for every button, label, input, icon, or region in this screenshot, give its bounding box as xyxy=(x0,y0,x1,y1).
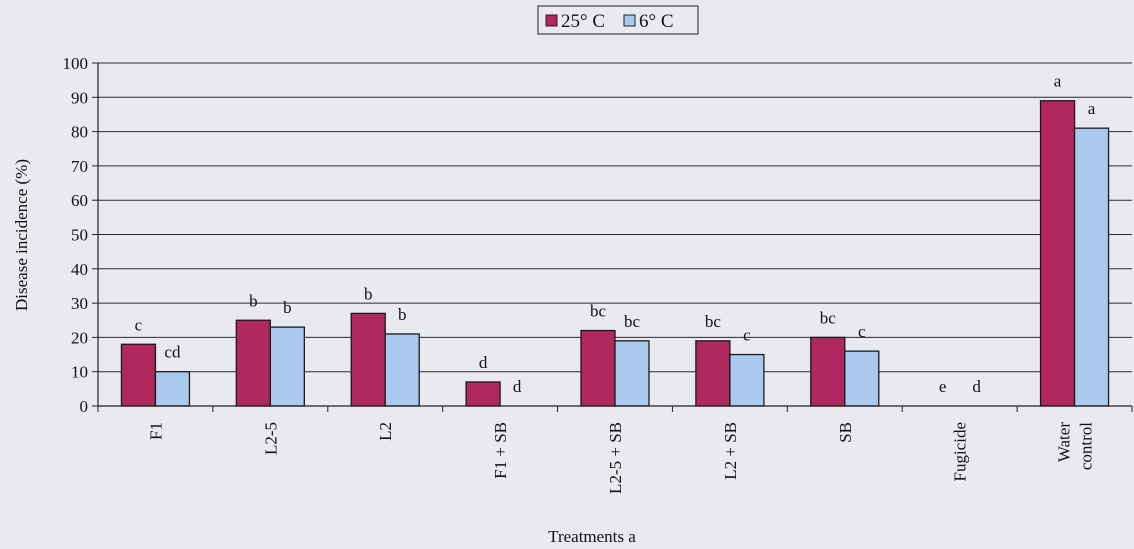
significance-label: b xyxy=(364,284,373,303)
significance-label: a xyxy=(1054,72,1062,91)
axes xyxy=(92,62,1133,412)
bar-series2 xyxy=(1073,127,1110,407)
significance-label: b xyxy=(398,305,407,324)
significance-label: bc xyxy=(820,308,837,327)
bar-series1 xyxy=(465,381,501,407)
significance-label: bc xyxy=(590,302,607,321)
legend-label: 25° C xyxy=(561,11,605,32)
bar-series1 xyxy=(810,336,846,407)
y-tick-label: 30 xyxy=(71,294,88,313)
bar-series1 xyxy=(120,343,157,407)
y-tick-label: 80 xyxy=(71,123,88,142)
bar-series1 xyxy=(235,319,271,407)
significance-label: b xyxy=(283,298,292,317)
y-tick-label: 40 xyxy=(71,260,88,279)
x-axis-label: Treatments a xyxy=(548,527,636,546)
y-tick-label: 0 xyxy=(80,397,89,416)
significance-label: bc xyxy=(705,312,722,331)
x-tick-label: L2 xyxy=(376,422,395,441)
bar-series2 xyxy=(729,353,765,407)
x-tick-label: control xyxy=(1077,422,1096,470)
x-tick-label: F1 xyxy=(146,422,165,440)
y-tick-label: 10 xyxy=(71,363,88,382)
bar-series2 xyxy=(269,326,305,407)
bar-series2 xyxy=(844,350,880,407)
legend-swatch xyxy=(623,14,636,27)
bar-series1 xyxy=(1039,100,1076,407)
significance-label: b xyxy=(249,291,258,310)
significance-label: c xyxy=(743,326,751,345)
x-tick-label: SB xyxy=(836,422,855,443)
significance-label: d xyxy=(972,377,981,396)
x-tick-label: L2-5 + SB xyxy=(606,422,625,494)
legend-box xyxy=(537,5,699,35)
bar-series2 xyxy=(384,333,420,407)
bar-series1 xyxy=(350,312,386,407)
x-tick-labels: F1 L2-5 L2 F1 + SB L2-5 + SB L2 + SB SB Fugicid… xyxy=(146,422,1095,494)
x-tick-label: Fugicide xyxy=(951,422,970,482)
significance-label: a xyxy=(1088,99,1096,118)
y-tick-labels: 0 10 20 30 40 50 60 70 80 90 100 xyxy=(63,54,89,416)
y-tick-label: 70 xyxy=(71,157,88,176)
significance-label: d xyxy=(479,353,488,372)
y-tick-label: 60 xyxy=(71,191,88,210)
y-tick-label: 20 xyxy=(71,328,88,347)
legend-label: 6° C xyxy=(639,11,674,32)
significance-label: c xyxy=(135,315,143,334)
bar-series1 xyxy=(695,340,731,407)
x-tick-label: Water xyxy=(1055,422,1074,462)
significance-label: cd xyxy=(164,343,181,362)
significance-label: d xyxy=(513,377,522,396)
bar-series2 xyxy=(614,340,650,407)
bar-series2 xyxy=(154,371,191,407)
x-tick-label: L2-5 xyxy=(261,422,280,455)
y-tick-label: 100 xyxy=(63,54,89,73)
y-tick-label: 50 xyxy=(71,226,88,245)
bars xyxy=(120,100,1110,407)
legend: 25° C 6° C xyxy=(537,5,699,35)
significance-label: c xyxy=(858,322,866,341)
significance-label: bc xyxy=(624,312,641,331)
x-tick-label: F1 + SB xyxy=(491,422,510,479)
y-axis-label: Disease incidence (%) xyxy=(12,159,31,311)
x-tick-label: L2 + SB xyxy=(721,422,740,480)
y-tick-label: 90 xyxy=(71,88,88,107)
bar-series1 xyxy=(580,329,616,407)
legend-swatch xyxy=(545,14,558,27)
significance-label: e xyxy=(939,377,947,396)
